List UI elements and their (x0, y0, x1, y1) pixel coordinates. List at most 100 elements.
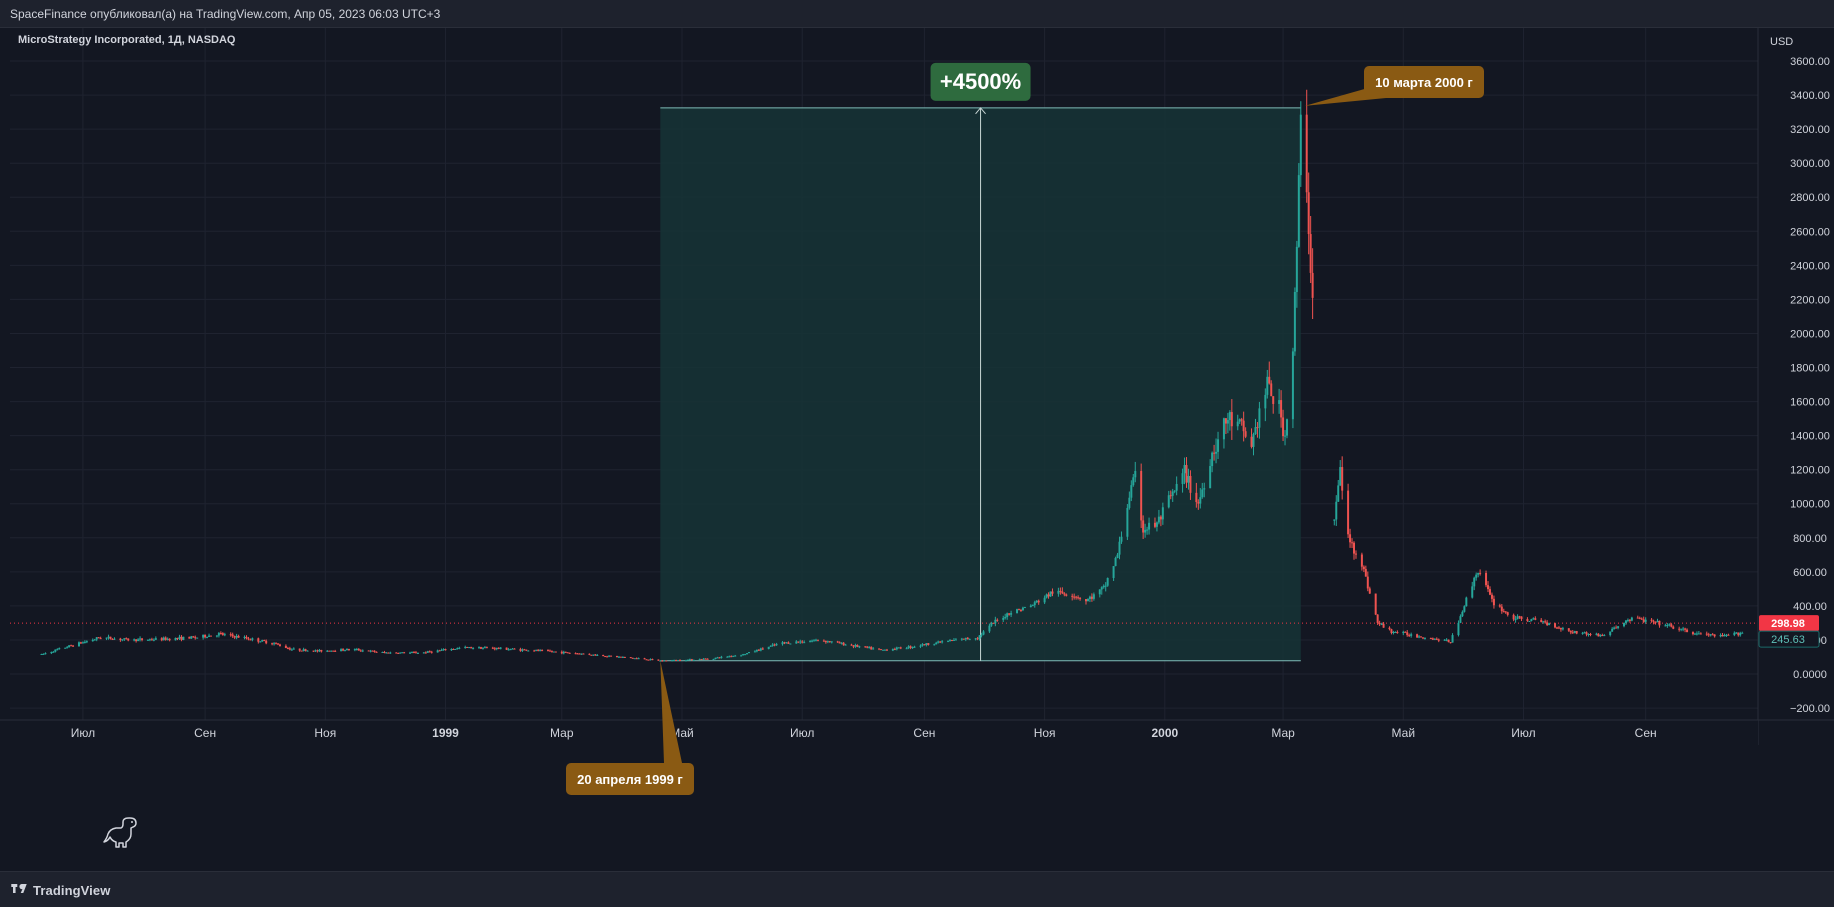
candle-body (196, 637, 199, 639)
candle-body (1599, 635, 1602, 637)
candle (444, 648, 447, 651)
candle-body (340, 649, 343, 652)
candle-body (1353, 542, 1356, 554)
candle-body (623, 656, 626, 658)
candle (1733, 631, 1736, 637)
percent-badge[interactable] (930, 62, 1031, 101)
candle (645, 659, 648, 661)
candle (1585, 631, 1588, 637)
candle-body (525, 649, 528, 651)
candle (387, 652, 390, 654)
candle-body (54, 649, 57, 652)
date-callout-start[interactable]: 20 апреля 1999 г (566, 660, 694, 795)
candle-body (497, 647, 500, 649)
candle-body (949, 640, 952, 642)
candle (1492, 595, 1495, 609)
candle-body (152, 639, 155, 641)
candle (537, 649, 540, 652)
candle-body (141, 638, 144, 640)
candle (1461, 610, 1464, 618)
candle-body (789, 643, 792, 645)
candle (202, 634, 205, 640)
candle (135, 639, 138, 643)
candle-body (105, 637, 108, 639)
candle-body (1721, 635, 1724, 637)
candle (1353, 541, 1356, 560)
candle-body (663, 660, 666, 662)
candle (619, 656, 622, 658)
candle-body (148, 639, 151, 641)
candle-body (759, 648, 762, 651)
candle-body (1575, 631, 1578, 634)
candle-body (1640, 618, 1643, 620)
candle-body (511, 648, 514, 650)
candle (657, 659, 660, 661)
date-callout-end[interactable]: 10 марта 2000 г (1304, 66, 1484, 106)
candle-body (288, 648, 291, 650)
candle (456, 647, 459, 650)
candle (1423, 637, 1426, 640)
candle-body (988, 625, 991, 632)
candle (1658, 620, 1661, 628)
candle-body (907, 646, 910, 649)
candle-body (233, 636, 236, 638)
candle-body (1719, 635, 1722, 637)
candle-body (1514, 619, 1517, 621)
candle (1636, 615, 1639, 619)
tradingview-logo[interactable]: TradingView (10, 882, 110, 898)
candle (854, 643, 857, 648)
candlestick-chart[interactable]: USD 3600.00 3400.00 3200.00 3000.00 2800.00 26… (0, 28, 1834, 871)
candle-body (1526, 619, 1529, 622)
candle (1392, 630, 1395, 635)
chart-frame[interactable]: USD 3600.00 3400.00 3200.00 3000.00 2800.00 26… (0, 28, 1834, 871)
candle (690, 658, 693, 661)
candle (980, 632, 983, 638)
candle-body (1159, 516, 1162, 520)
candle (1291, 347, 1294, 429)
candle (897, 647, 900, 649)
candle-body (1555, 627, 1558, 629)
candle-body (1250, 436, 1253, 447)
candle (1650, 617, 1653, 623)
candle-body (921, 644, 924, 646)
candle (864, 646, 867, 648)
candle (992, 622, 995, 624)
candle (1502, 608, 1505, 613)
candle-body (292, 648, 295, 650)
candle (665, 660, 668, 662)
candle-body (769, 645, 772, 647)
candle (403, 651, 406, 654)
candle-body (1075, 596, 1078, 598)
candle-body (856, 644, 859, 647)
candle-body (1697, 633, 1700, 635)
candle (188, 636, 191, 639)
candle-body (720, 656, 723, 658)
price-tick-label: 1000.00 (1790, 499, 1830, 511)
candle (107, 634, 110, 640)
candle-body (1449, 642, 1452, 644)
candle-body (1684, 628, 1687, 630)
candle (592, 654, 595, 657)
candle-body (1695, 633, 1698, 635)
candle (1167, 490, 1170, 509)
candle-body (1423, 638, 1426, 640)
candle (334, 649, 337, 652)
candle (1394, 631, 1397, 633)
candle-body (927, 643, 930, 645)
candle-body (866, 646, 869, 648)
candle-body (1031, 605, 1034, 607)
candle (1528, 620, 1531, 623)
candle (1017, 608, 1020, 611)
candle-body (1443, 639, 1446, 641)
candle-body (913, 646, 916, 648)
candle (686, 659, 689, 661)
candle-body (730, 656, 733, 658)
candle-body (1008, 613, 1011, 615)
candle-body (261, 640, 264, 642)
candle (355, 647, 358, 651)
candle (755, 649, 758, 653)
candle (93, 638, 96, 641)
candle (160, 637, 163, 642)
candle (988, 623, 991, 634)
candle (1382, 621, 1385, 628)
